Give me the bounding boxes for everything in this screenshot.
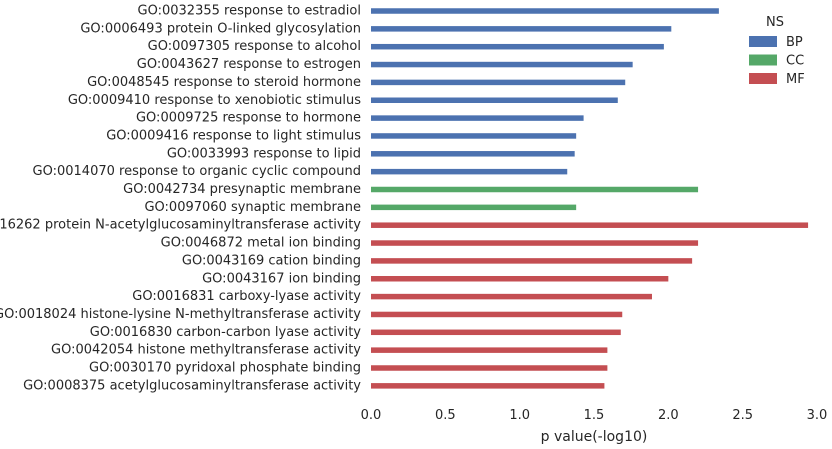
category-label: GO:0097060 synaptic membrane bbox=[144, 200, 361, 215]
category-label: GO:0016262 protein N-acetylglucosaminylt… bbox=[0, 218, 361, 233]
bar-bp bbox=[371, 133, 577, 139]
x-tick-label: 2.5 bbox=[732, 408, 753, 423]
category-label: GO:0097305 response to alcohol bbox=[148, 39, 361, 54]
x-tick-label: 0.0 bbox=[361, 408, 382, 423]
category-label: GO:0048545 response to steroid hormone bbox=[87, 75, 361, 90]
legend-swatch-cc bbox=[749, 54, 777, 66]
bar-cc bbox=[371, 186, 699, 193]
legend-title: NS bbox=[766, 15, 784, 30]
x-tick-label: 2.0 bbox=[658, 408, 679, 423]
category-label: GO:0033993 response to lipid bbox=[167, 146, 361, 161]
bar-cc bbox=[371, 204, 577, 211]
bar-mf bbox=[371, 347, 608, 353]
category-label: GO:0042054 histone methyltransferase act… bbox=[51, 343, 361, 358]
bar-bp bbox=[371, 97, 618, 103]
category-label: GO:0046872 metal ion binding bbox=[161, 236, 361, 251]
legend-swatch-mf bbox=[749, 73, 777, 84]
bars-layer bbox=[371, 8, 809, 389]
category-label: GO:0030170 pyridoxal phosphate binding bbox=[89, 361, 361, 376]
bar-mf bbox=[371, 329, 621, 336]
legend-entries: BP CC MF bbox=[749, 35, 805, 87]
bar-mf bbox=[371, 311, 623, 318]
bar-bp bbox=[371, 115, 584, 121]
category-label: GO:0009725 response to hormone bbox=[136, 111, 361, 126]
bar-mf bbox=[371, 240, 699, 246]
category-label: GO:0043627 response to estrogen bbox=[137, 57, 361, 72]
bar-bp bbox=[371, 79, 626, 86]
category-label: GO:0042734 presynaptic membrane bbox=[123, 182, 361, 197]
category-label: GO:0008375 acetylglucosaminyltransferase… bbox=[23, 378, 361, 393]
x-tick-label: 0.5 bbox=[435, 408, 456, 423]
bar-mf bbox=[371, 365, 608, 371]
category-label: GO:0043169 cation binding bbox=[182, 253, 361, 268]
category-label: GO:0018024 histone-lysine N-methyltransf… bbox=[0, 307, 361, 322]
legend-label-mf: MF bbox=[786, 72, 805, 87]
category-label: GO:0016831 carboxy-lyase activity bbox=[132, 289, 361, 304]
category-label: GO:0016830 carbon-carbon lyase activity bbox=[90, 325, 362, 340]
legend-label-cc: CC bbox=[786, 54, 804, 69]
category-label: GO:0043167 ion binding bbox=[202, 271, 361, 286]
category-label: GO:0006493 protein O-linked glycosylatio… bbox=[80, 21, 361, 36]
legend-label-bp: BP bbox=[786, 35, 803, 50]
category-labels: GO:0032355 response to estradiol GO:00064… bbox=[0, 4, 361, 394]
legend: NS BP CC MF bbox=[749, 15, 805, 87]
bar-mf bbox=[371, 383, 605, 389]
bar-bp bbox=[371, 8, 719, 14]
bar-mf bbox=[371, 276, 669, 282]
x-tick-label: 1.5 bbox=[584, 408, 605, 423]
bar-bp bbox=[371, 26, 672, 32]
category-label: GO:0009416 response to light stimulus bbox=[106, 128, 361, 143]
bar-mf bbox=[371, 258, 693, 264]
x-axis-ticks: 0.0 0.5 1.0 1.5 2.0 2.5 3.0 bbox=[361, 408, 828, 423]
x-axis-title: p value(-log10) bbox=[541, 429, 648, 445]
x-tick-label: 1.0 bbox=[509, 408, 530, 423]
category-label: GO:0032355 response to estradiol bbox=[138, 4, 361, 19]
bar-mf bbox=[371, 293, 652, 300]
category-label: GO:0009410 response to xenobiotic stimul… bbox=[68, 93, 361, 108]
bar-mf bbox=[371, 222, 809, 228]
bar-bp bbox=[371, 43, 664, 50]
x-tick-label: 3.0 bbox=[807, 408, 828, 423]
bar-bp bbox=[371, 151, 575, 157]
bar-bp bbox=[371, 168, 568, 175]
legend-swatch-bp bbox=[749, 36, 777, 47]
bar-bp bbox=[371, 61, 633, 68]
category-label: GO:0014070 response to organic cyclic co… bbox=[33, 164, 361, 179]
